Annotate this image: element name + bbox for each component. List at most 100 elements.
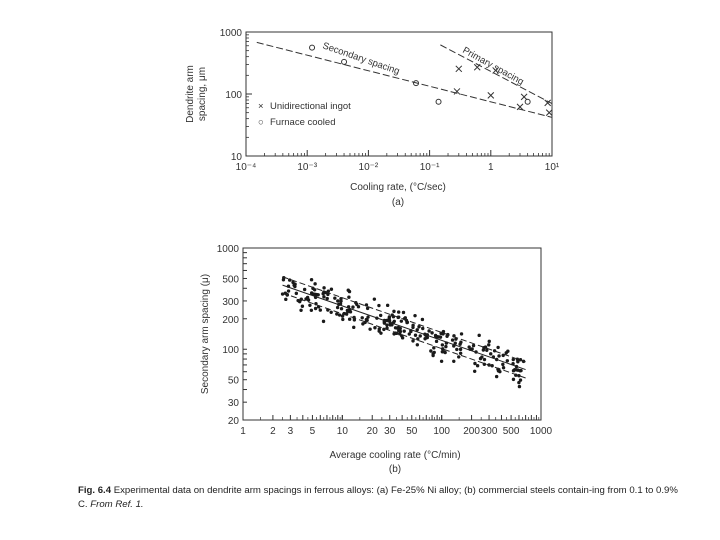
chart-b-y-tick-label: 20 [228,416,240,427]
chart-b-point [313,306,318,311]
chart-b-point [339,299,343,303]
chart-b-point [501,362,505,367]
chart-b-point [496,345,500,350]
chart-b-point [417,325,421,329]
chart-a-x-tick-label: 1 [488,162,494,173]
chart-b-ylabel: Secondary arm spacing (μ) [200,274,211,394]
chart-b-point [517,380,521,385]
chart-b-point [325,296,329,301]
chart-b-point [377,303,381,308]
chart-b-y-tick-label: 300 [222,297,239,308]
chart-b-point [392,319,396,324]
chart-b-point [396,310,401,314]
chart-b-x-tick-label: 300 [481,426,498,437]
chart-b-point [439,359,444,363]
chart-b-point [518,378,523,382]
chart-a-x-tick-label: 10⁻³ [297,162,317,173]
chart-b-point [378,313,383,318]
chart-b-fit-line-lower [282,292,526,379]
chart-b-fit-line-center [282,284,526,371]
chart-b-point [418,334,422,338]
chart-b-point [477,333,481,338]
chart-b-point [457,355,461,359]
chart-a-point-o [413,80,420,87]
chart-b-point [347,295,351,299]
chart-b-x-tick-label: 10 [337,426,349,437]
chart-b-point [459,332,464,336]
chart-a-fit-lines [256,41,553,118]
chart-b-point [415,328,419,332]
chart-b-point [300,304,305,308]
chart-b-point [356,305,361,309]
chart-b-point [321,319,326,324]
chart-b-point [286,289,291,293]
chart-b-point [318,308,323,312]
chart-b-point [352,325,356,330]
chart-a-ylabel-line2: spacing, μm [197,67,208,121]
chart-b-point [458,342,462,346]
chart-b-x-tick-label: 20 [367,426,379,437]
chart-b-y-tick-label: 50 [228,376,240,387]
chart-a-point-o [435,98,442,105]
chart-b-point [440,347,445,351]
chart-b-point [291,280,295,285]
chart-b-point [390,313,394,317]
chart-b-point [329,310,333,315]
chart-b-point [287,278,292,282]
chart-a-point-x-stroke [516,103,524,111]
chart-b-point [415,343,420,347]
caption-source: From Ref. 1. [90,499,144,510]
chart-b-point [434,339,439,344]
chart-b-point [494,374,499,379]
chart-a-point-x [516,103,524,111]
chart-b-point [352,318,357,322]
chart-b-point [485,348,489,352]
chart-b-point [403,316,408,320]
chart-b-point [489,352,493,356]
chart-b-point [388,323,392,327]
chart-b-point [472,369,477,373]
chart-b-x-tick-label: 200 [463,426,480,437]
chart-a-point-x [492,67,499,74]
chart-a-point-o [524,98,531,105]
chart-b-y-tick-label: 100 [222,345,239,356]
chart-b-point [441,329,446,334]
chart-b-point [339,297,343,301]
chart-b-point [475,364,480,368]
chart-a-plot-frame [245,31,553,157]
chart-b-point [455,347,459,352]
chart-a-point-o [341,58,348,65]
chart-b-point [372,297,377,301]
chart-b-point [309,291,314,295]
chart-b-point [309,308,314,312]
chart-b-fit-line-upper [282,276,526,363]
chart-b-x-tick-label: 50 [406,426,418,437]
chart-b-point [467,345,471,349]
chart-b-y-tick-label: 30 [228,398,240,409]
chart-b-point [430,331,434,335]
chart-b-panel-label: (b) [389,464,401,475]
chart-b-point [497,354,501,358]
chart-b-point [425,335,429,340]
chart-b-point [480,355,484,359]
chart-b-point [392,332,396,336]
chart-b-point [335,305,340,310]
chart-b-point [368,327,372,331]
chart-b-ticks: 1 2 3 5 10 20 30 50 100 200 300 500 1000203050100200… [217,244,553,437]
chart-b-point [519,368,523,373]
chart-b-point [341,317,345,322]
chart-b-point [427,329,431,333]
chart-a-point-x-stroke [544,99,552,107]
legend-label-unidirectional: Unidirectional ingot [270,101,351,112]
chart-b-point [335,312,339,316]
chart-b-point [431,353,435,358]
chart-b-point [444,344,448,349]
chart-b-point [365,306,370,311]
chart-b-point [399,319,404,323]
chart-a-point-x [487,92,495,99]
chart-b-point [385,323,389,327]
chart-b-point [421,326,425,331]
chart-a-annotation-primary: Primary spacing [461,45,526,88]
chart-b-x-tick-label: 3 [288,426,294,437]
